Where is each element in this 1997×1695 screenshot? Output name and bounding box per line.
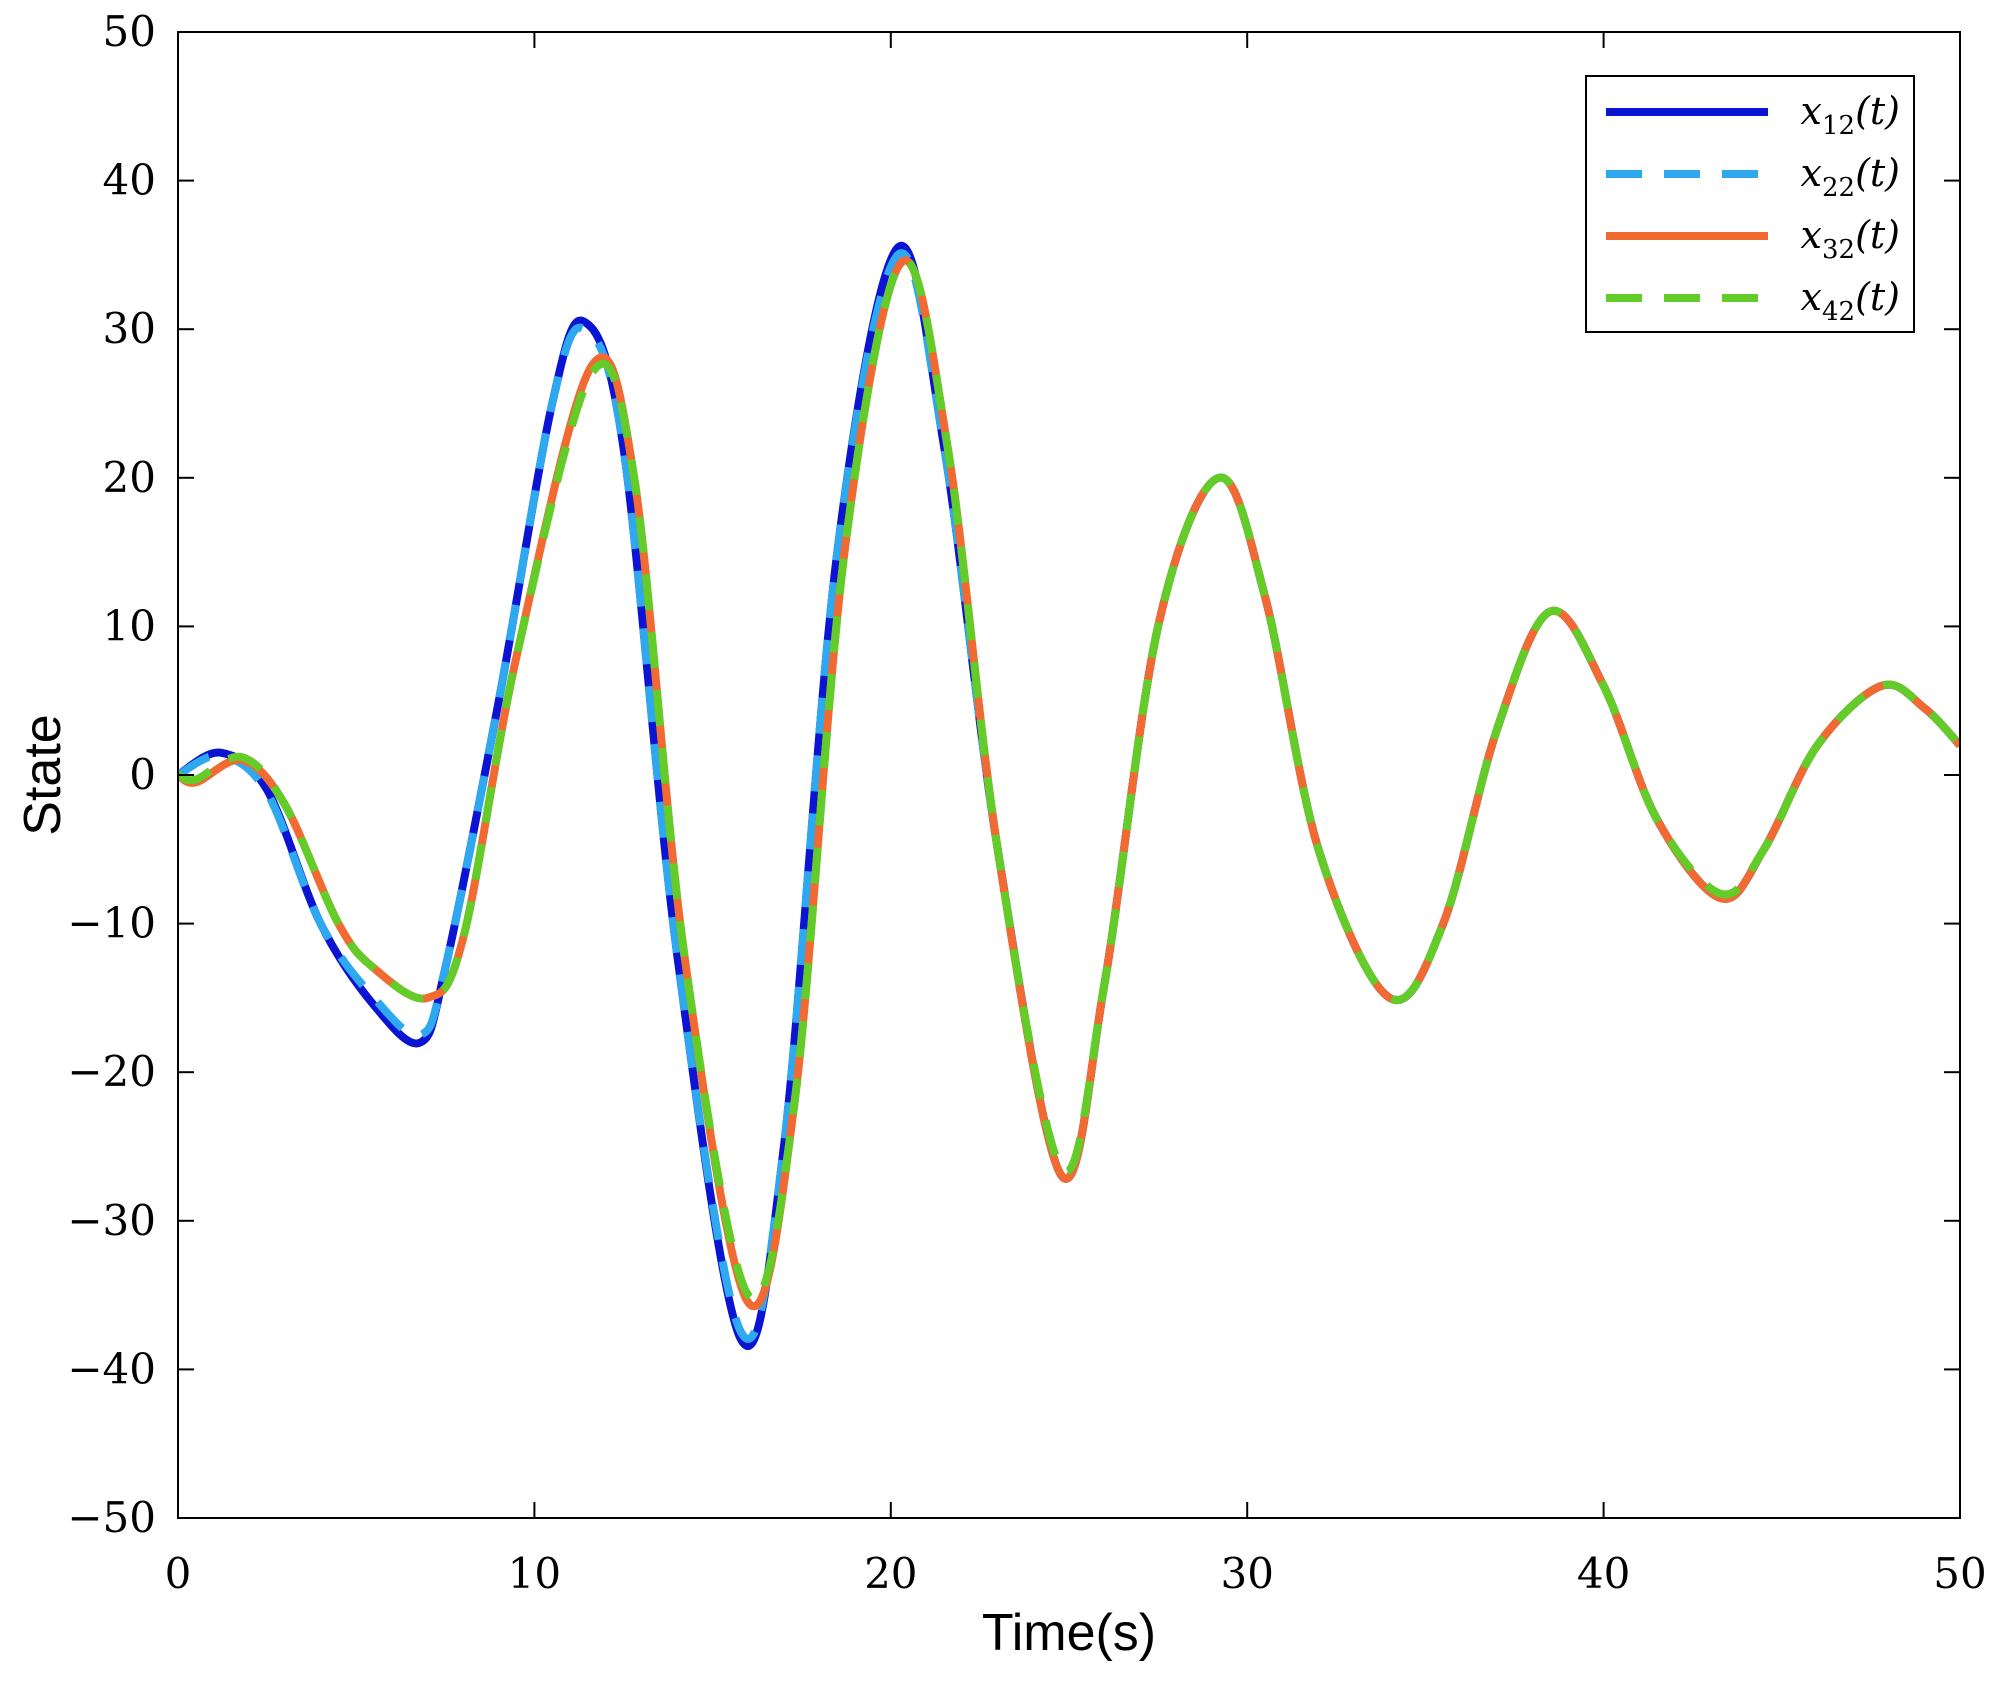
legend-label-42: x42(t) <box>1801 275 1900 327</box>
legend-box <box>1585 75 1915 333</box>
y-tick-label: −40 <box>67 1344 156 1393</box>
y-tick-label: −20 <box>67 1047 156 1096</box>
x-tick-label: 10 <box>508 1549 561 1598</box>
y-tick-label: 30 <box>103 304 156 353</box>
y-tick-label: 40 <box>103 156 156 205</box>
series-line-42 <box>178 256 1960 1304</box>
series-layer <box>178 241 1960 1350</box>
y-tick-label: −30 <box>67 1196 156 1245</box>
series-line-32 <box>178 256 1960 1311</box>
y-tick-label: 0 <box>129 750 156 799</box>
series-line-22 <box>178 249 1960 1343</box>
legend-label-22: x22(t) <box>1801 151 1900 203</box>
x-tick-label: 30 <box>1220 1549 1273 1598</box>
y-tick-label: −10 <box>67 899 156 948</box>
y-tick-label: 20 <box>103 453 156 502</box>
plot-frame <box>177 31 1961 1519</box>
legend: x12(t) x22(t) x32(t) x42(t) <box>1585 75 1915 333</box>
y-axis-title: State <box>14 714 72 835</box>
legend-label-12: x12(t) <box>1801 89 1900 141</box>
labels-layer: 0 10 20 30 40 50 50 40 30 20 10 0 −10 −20 −30 −40 −50 <box>67 7 1986 1598</box>
legend-label-32: x32(t) <box>1801 213 1900 265</box>
x-tick-label: 50 <box>1933 1549 1986 1598</box>
y-tick-label: −50 <box>67 1493 156 1542</box>
y-tick-label: 10 <box>103 601 156 650</box>
y-tick-label: 50 <box>103 7 156 56</box>
x-tick-label: 0 <box>165 1549 192 1598</box>
x-axis-title: Time(s) <box>982 1604 1156 1662</box>
x-tick-label: 20 <box>864 1549 917 1598</box>
x-tick-label: 40 <box>1577 1549 1630 1598</box>
